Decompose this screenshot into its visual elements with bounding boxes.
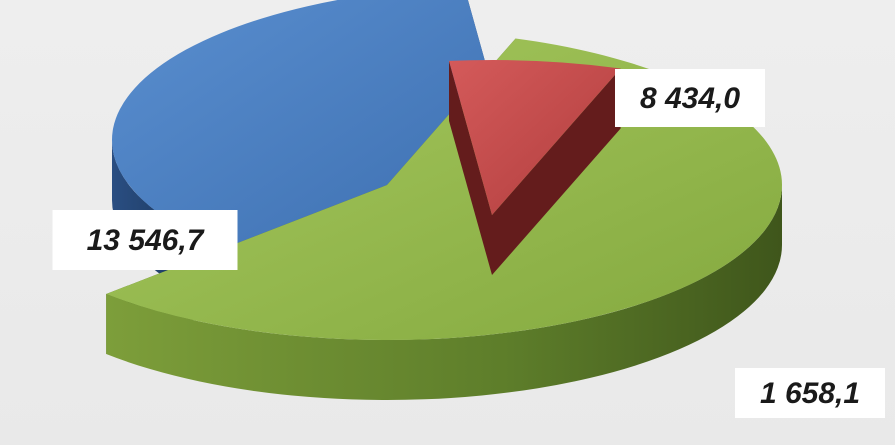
data-label-text: 1 658,1 xyxy=(760,377,860,410)
slice-red-wall xyxy=(492,68,621,276)
slice-red-wall xyxy=(448,60,492,275)
slice-green-side xyxy=(106,185,783,400)
slice-red xyxy=(448,60,621,276)
data-label-box xyxy=(52,210,238,270)
data-label-slice-blue: 8 434,0 xyxy=(615,69,765,127)
data-label-box xyxy=(615,69,765,127)
data-label-slice-red: 1 658,1 xyxy=(735,368,885,418)
data-label-box xyxy=(735,368,885,418)
data-label-text: 13 546,7 xyxy=(87,224,205,257)
data-label-text: 8 434,0 xyxy=(640,82,740,115)
data-label-slice-green: 13 546,7 xyxy=(52,210,238,270)
slice-blue-top xyxy=(112,0,507,250)
slice-red-top xyxy=(448,60,621,215)
